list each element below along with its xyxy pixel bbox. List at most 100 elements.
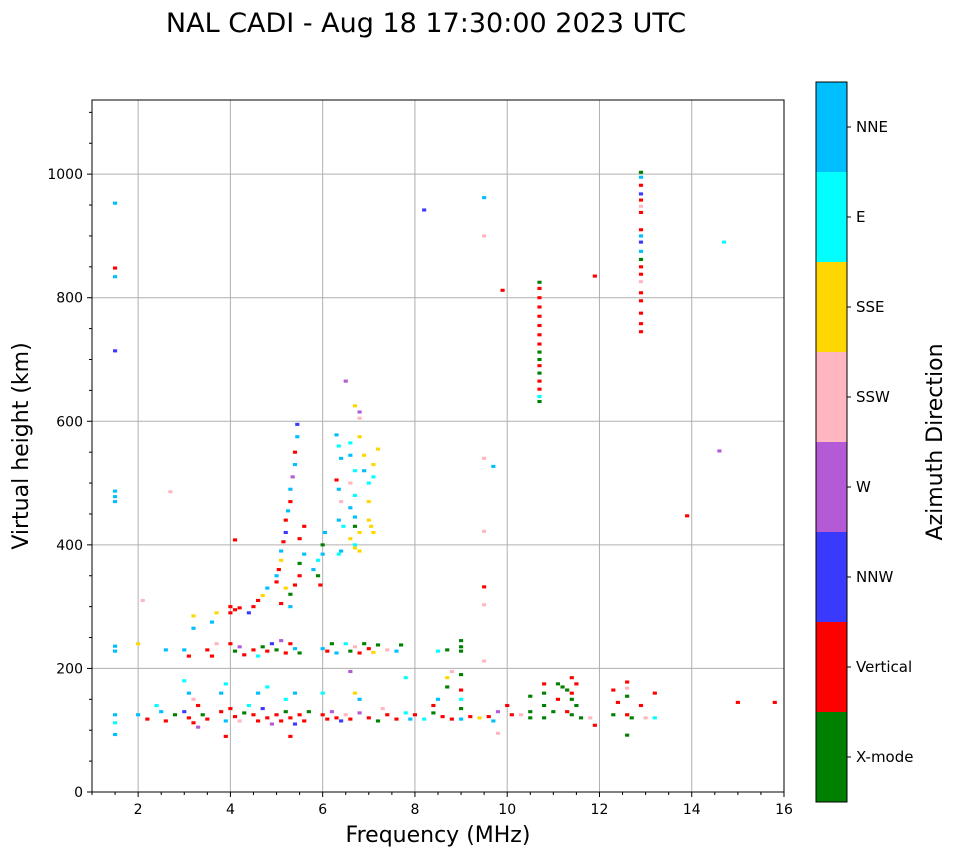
echo-point	[625, 694, 630, 698]
echo-point	[565, 688, 570, 692]
echo-point	[482, 585, 487, 589]
echo-point	[352, 546, 358, 550]
echo-point	[458, 639, 464, 643]
echo-point	[422, 208, 427, 212]
echo-point	[228, 707, 233, 711]
echo-point	[145, 717, 150, 721]
echo-point	[228, 611, 233, 615]
echo-point	[283, 530, 288, 535]
echo-point	[265, 586, 270, 590]
echo-point	[638, 198, 644, 202]
echo-point	[279, 558, 284, 562]
echo-point	[385, 648, 390, 652]
echo-point	[357, 416, 362, 420]
echo-point	[569, 697, 574, 701]
echo-point	[371, 475, 376, 479]
echo-point	[283, 651, 288, 655]
colorbar-label: SSW	[856, 388, 890, 406]
echo-point	[366, 518, 371, 522]
echo-point	[311, 568, 316, 572]
echo-point	[274, 574, 279, 578]
echo-point	[399, 643, 404, 647]
echo-point	[237, 606, 242, 610]
echo-point	[412, 713, 418, 717]
echo-point	[196, 725, 201, 729]
colorbar: X-mode Vertical NNW W SSW SSE E NNE	[815, 81, 913, 803]
echo-point	[357, 711, 362, 715]
echo-point	[638, 210, 644, 214]
echo-point	[295, 422, 300, 426]
echo-point	[191, 626, 196, 630]
echo-point	[209, 620, 215, 624]
echo-point	[290, 475, 295, 479]
echo-point	[537, 296, 542, 300]
colorbar-label: NNW	[856, 568, 893, 586]
echo-point	[638, 322, 644, 326]
echo-point	[288, 734, 293, 738]
echo-point	[574, 703, 579, 708]
echo-point	[638, 234, 644, 238]
echo-point	[251, 713, 256, 717]
echo-point	[638, 299, 644, 303]
echo-point	[537, 323, 542, 328]
colorbar-label: Vertical	[856, 658, 912, 676]
echo-point	[223, 682, 228, 686]
echo-point	[283, 710, 288, 714]
x-tick-label: 6	[318, 802, 327, 818]
echo-point	[458, 688, 464, 692]
echo-point	[191, 721, 196, 725]
echo-point	[214, 611, 219, 615]
echo-point	[320, 691, 325, 695]
echo-point	[168, 490, 173, 494]
echo-point	[329, 642, 334, 646]
echo-point	[555, 682, 561, 686]
echo-point	[445, 676, 450, 680]
echo-point	[163, 648, 168, 652]
echo-point	[292, 722, 298, 726]
echo-point	[509, 713, 514, 717]
echo-point	[196, 703, 201, 708]
echo-point	[357, 410, 362, 414]
echo-point	[482, 234, 487, 238]
echo-point	[336, 552, 341, 556]
colorbar-segment	[816, 712, 847, 802]
echo-point	[237, 719, 242, 723]
echo-point	[366, 716, 371, 720]
echo-point	[537, 305, 542, 309]
echo-point	[537, 379, 542, 383]
echo-point	[288, 716, 293, 720]
echo-point	[352, 493, 358, 497]
echo-point	[357, 435, 362, 439]
echo-point	[297, 537, 302, 541]
echo-point	[315, 558, 321, 562]
echo-point	[371, 650, 376, 654]
colorbar-segment	[816, 262, 847, 352]
echo-point	[297, 561, 302, 565]
echo-point	[182, 710, 187, 714]
echo-point	[325, 649, 330, 653]
echo-point	[283, 697, 288, 701]
y-axis-title: Virtual height (km)	[9, 342, 34, 549]
echo-point	[449, 669, 454, 674]
echo-point	[482, 603, 487, 607]
echo-point	[685, 514, 690, 518]
y-tick-label: 600	[56, 414, 83, 430]
echo-point	[458, 707, 464, 711]
echo-point	[292, 450, 298, 454]
echo-point	[625, 713, 630, 717]
echo-point	[336, 518, 341, 522]
echo-point	[638, 170, 644, 174]
colorbar-label: E	[856, 208, 865, 226]
echo-point	[302, 552, 307, 556]
echo-point	[638, 703, 644, 708]
echo-point	[348, 481, 353, 485]
echo-point	[615, 700, 620, 704]
echo-point	[357, 549, 362, 553]
echo-point	[366, 500, 371, 504]
echo-point	[638, 192, 644, 196]
echo-point	[348, 506, 353, 510]
echo-point	[477, 716, 482, 720]
echo-point	[735, 700, 740, 704]
echo-point	[458, 697, 464, 701]
echo-point	[112, 500, 118, 504]
